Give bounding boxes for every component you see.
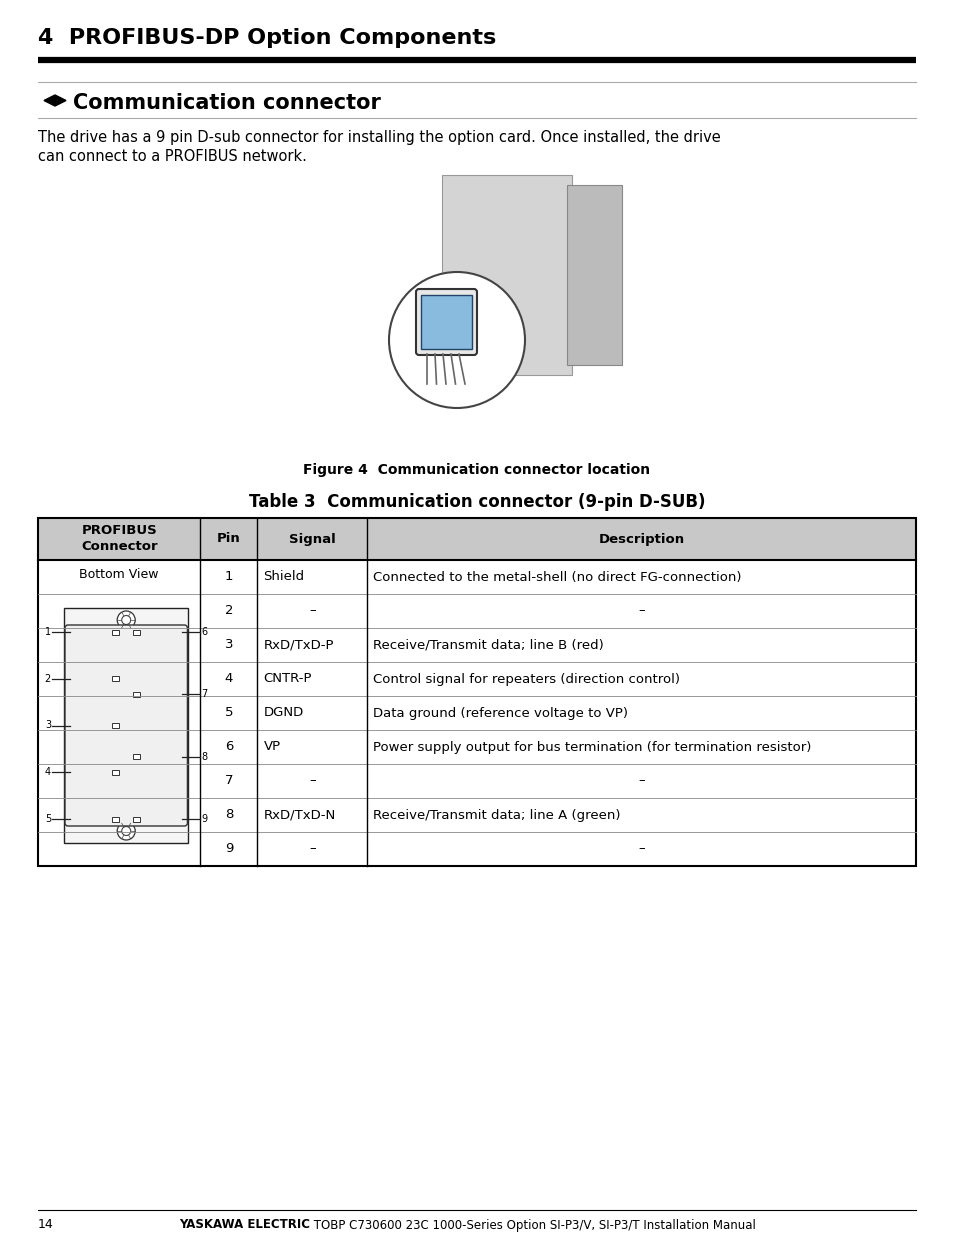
Bar — [64, 608, 189, 843]
Text: 6: 6 — [225, 740, 233, 754]
Polygon shape — [44, 95, 66, 105]
Text: VP: VP — [263, 740, 280, 754]
Text: 8: 8 — [201, 751, 208, 761]
Text: 9: 9 — [225, 842, 233, 856]
FancyBboxPatch shape — [420, 295, 472, 348]
Text: 6: 6 — [201, 627, 208, 637]
Text: Pin: Pin — [217, 532, 240, 546]
Text: Signal: Signal — [289, 532, 335, 546]
Bar — [133, 630, 140, 635]
Text: 4  PROFIBUS-DP Option Components: 4 PROFIBUS-DP Option Components — [38, 29, 496, 48]
Text: 3: 3 — [225, 639, 233, 651]
Bar — [112, 723, 119, 728]
Text: 1: 1 — [45, 627, 51, 637]
Bar — [441, 175, 572, 374]
Text: Shield: Shield — [263, 570, 304, 584]
Bar — [38, 518, 915, 866]
Text: Receive/Transmit data; line B (red): Receive/Transmit data; line B (red) — [373, 639, 603, 651]
Bar — [112, 630, 119, 635]
Text: Power supply output for bus termination (for termination resistor): Power supply output for bus termination … — [373, 740, 811, 754]
Text: 8: 8 — [225, 808, 233, 821]
Text: 5: 5 — [45, 813, 51, 825]
Text: 9: 9 — [201, 813, 208, 825]
Text: –: – — [309, 775, 315, 787]
Text: Data ground (reference voltage to VP): Data ground (reference voltage to VP) — [373, 707, 628, 719]
Bar — [112, 816, 119, 821]
Text: Bottom View: Bottom View — [79, 568, 159, 582]
Bar — [133, 692, 140, 697]
Text: Figure 4  Communication connector location: Figure 4 Communication connector locatio… — [303, 463, 650, 477]
Circle shape — [117, 822, 135, 839]
Text: –: – — [309, 605, 315, 618]
Text: 4: 4 — [45, 768, 51, 777]
Text: 7: 7 — [201, 689, 208, 699]
Bar — [133, 816, 140, 821]
Bar — [133, 754, 140, 759]
FancyBboxPatch shape — [65, 625, 187, 826]
Text: 1: 1 — [225, 570, 233, 584]
Text: –: – — [638, 605, 644, 618]
Bar — [38, 518, 915, 560]
Text: 4: 4 — [225, 672, 233, 686]
Text: DGND: DGND — [263, 707, 303, 719]
Bar — [112, 770, 119, 775]
FancyBboxPatch shape — [416, 289, 476, 355]
Text: RxD/TxD-N: RxD/TxD-N — [263, 808, 335, 821]
Bar — [112, 676, 119, 681]
Text: can connect to a PROFIBUS network.: can connect to a PROFIBUS network. — [38, 149, 307, 164]
Text: 14: 14 — [38, 1219, 53, 1231]
Text: RxD/TxD-P: RxD/TxD-P — [263, 639, 334, 651]
Text: 2: 2 — [45, 673, 51, 683]
Text: –: – — [638, 775, 644, 787]
Bar — [566, 185, 621, 365]
Text: Control signal for repeaters (direction control): Control signal for repeaters (direction … — [373, 672, 679, 686]
Text: PROFIBUS
Connector: PROFIBUS Connector — [81, 525, 157, 553]
Circle shape — [117, 611, 135, 629]
Text: YASKAWA ELECTRIC: YASKAWA ELECTRIC — [179, 1219, 310, 1231]
Text: Communication connector: Communication connector — [73, 93, 380, 113]
Text: –: – — [309, 842, 315, 856]
Text: The drive has a 9 pin D-sub connector for installing the option card. Once insta: The drive has a 9 pin D-sub connector fo… — [38, 130, 720, 145]
Text: 7: 7 — [225, 775, 233, 787]
Text: 2: 2 — [225, 605, 233, 618]
Text: TOBP C730600 23C 1000-Series Option SI-P3/V, SI-P3/T Installation Manual: TOBP C730600 23C 1000-Series Option SI-P… — [310, 1219, 755, 1231]
Text: Table 3  Communication connector (9-pin D-SUB): Table 3 Communication connector (9-pin D… — [249, 494, 704, 511]
Text: Description: Description — [598, 532, 684, 546]
Text: Connected to the metal-shell (no direct FG-connection): Connected to the metal-shell (no direct … — [373, 570, 741, 584]
Text: 5: 5 — [225, 707, 233, 719]
Text: 3: 3 — [45, 720, 51, 730]
Text: Receive/Transmit data; line A (green): Receive/Transmit data; line A (green) — [373, 808, 620, 821]
Text: –: – — [638, 842, 644, 856]
Text: CNTR-P: CNTR-P — [263, 672, 312, 686]
Circle shape — [389, 272, 524, 408]
